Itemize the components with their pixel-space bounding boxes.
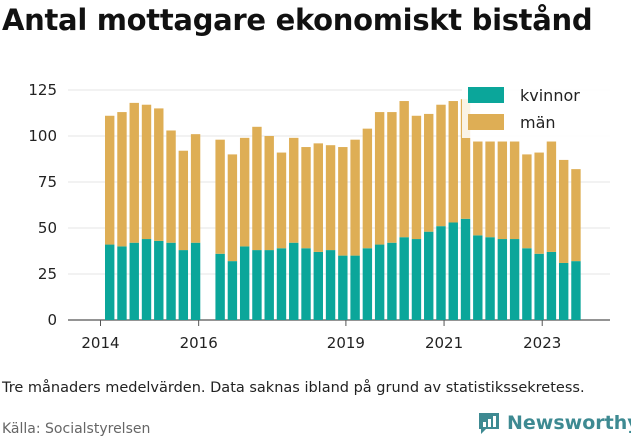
y-tick-label: 0 <box>47 311 57 329</box>
bar-man <box>485 141 495 238</box>
bar-kvinnor <box>411 239 422 320</box>
legend-label: män <box>520 113 556 132</box>
bar-kvinnor <box>534 253 544 320</box>
bar-kvinnor <box>301 248 311 320</box>
bar-kvinnor <box>141 239 152 320</box>
legend-swatch <box>468 87 504 103</box>
brand-name: Newsworthy <box>507 412 631 434</box>
bar-man <box>178 150 189 251</box>
bar-kvinnor <box>424 231 434 320</box>
brand-logo: Newsworthy <box>476 410 631 436</box>
bar-man <box>522 154 532 249</box>
bar-kvinnor <box>325 250 336 320</box>
bar-man <box>374 112 385 245</box>
chart-subtitle: Tre månaders medelvärden. Data saknas ib… <box>2 380 585 396</box>
bar-kvinnor <box>448 222 458 320</box>
bar-man <box>166 130 176 243</box>
y-tick-label: 125 <box>28 81 57 99</box>
bar-kvinnor <box>276 248 287 320</box>
bar-kvinnor <box>239 246 250 320</box>
y-tick-label: 75 <box>38 173 57 191</box>
x-tick-label: 2021 <box>425 334 463 352</box>
bar-kvinnor <box>178 250 189 320</box>
bar-man <box>289 137 299 243</box>
bar-man <box>276 152 287 249</box>
bar-kvinnor <box>338 255 348 320</box>
bar-man <box>301 147 311 249</box>
chart-title: Antal mottagare ekonomiskt bistånd <box>2 3 593 37</box>
bar-kvinnor <box>571 261 581 320</box>
bar-man <box>571 169 581 262</box>
bar-kvinnor <box>374 244 385 320</box>
bar-man <box>509 141 520 240</box>
bar-man <box>387 112 397 243</box>
bar-kvinnor <box>362 248 373 320</box>
bar-man <box>117 112 127 247</box>
bar-man <box>424 113 434 232</box>
bar-man <box>141 104 152 240</box>
bar-kvinnor <box>215 253 225 320</box>
bar-man <box>129 102 139 243</box>
bar-man <box>105 115 115 245</box>
x-tick-label: 2016 <box>180 334 218 352</box>
bar-man <box>362 128 373 249</box>
bar-man <box>338 147 348 256</box>
x-tick-label: 2023 <box>523 334 561 352</box>
legend: kvinnor män <box>462 80 612 138</box>
bar-man <box>239 137 250 247</box>
bar-kvinnor <box>350 255 360 320</box>
bar-kvinnor <box>227 261 238 320</box>
x-tick-label: 2019 <box>327 334 365 352</box>
y-tick-label: 25 <box>38 265 57 283</box>
bar-man <box>497 141 508 240</box>
bar-man <box>436 104 446 227</box>
newsworthy-logo-icon <box>479 413 499 434</box>
bar-man <box>473 141 483 236</box>
bar-kvinnor <box>289 242 299 320</box>
y-tick-label: 50 <box>38 219 57 237</box>
bar-kvinnor <box>509 239 520 320</box>
bar-man <box>411 115 422 240</box>
legend-swatch <box>468 114 504 130</box>
bar-kvinnor <box>166 242 176 320</box>
bar-kvinnor <box>497 239 508 320</box>
bar-kvinnor <box>522 248 532 320</box>
bar-man <box>399 101 409 238</box>
bar-man <box>252 126 262 251</box>
bar-kvinnor <box>105 244 115 320</box>
bar-kvinnor <box>313 251 323 320</box>
bar-man <box>227 154 238 262</box>
source-note: Källa: Socialstyrelsen <box>2 421 151 437</box>
bar-kvinnor <box>399 237 409 320</box>
bar-kvinnor <box>190 242 201 320</box>
bar-man <box>558 159 569 263</box>
bar-man <box>546 141 557 252</box>
y-tick-label: 100 <box>28 127 57 145</box>
bar-kvinnor <box>558 262 569 320</box>
bar-man <box>264 136 274 251</box>
bar-kvinnor <box>436 226 446 320</box>
bar-man <box>313 143 323 252</box>
bar-kvinnor <box>485 237 495 320</box>
bar-man <box>350 139 360 256</box>
bar-kvinnor <box>117 246 127 320</box>
bar-man <box>190 134 201 243</box>
bar-man <box>534 152 544 254</box>
bar-kvinnor <box>460 218 471 320</box>
bar-kvinnor <box>264 250 274 320</box>
bar-man <box>215 139 225 254</box>
bar-kvinnor <box>473 235 483 320</box>
bar-man <box>448 101 458 223</box>
bar-kvinnor <box>154 240 164 320</box>
bar-kvinnor <box>129 242 139 320</box>
bar-man <box>460 99 471 219</box>
x-tick-label: 2014 <box>81 334 119 352</box>
legend-label: kvinnor <box>520 86 580 105</box>
bar-man <box>325 145 336 251</box>
bar-kvinnor <box>387 242 397 320</box>
bar-man <box>154 108 164 241</box>
bar-kvinnor <box>252 250 262 320</box>
bar-kvinnor <box>546 251 557 320</box>
